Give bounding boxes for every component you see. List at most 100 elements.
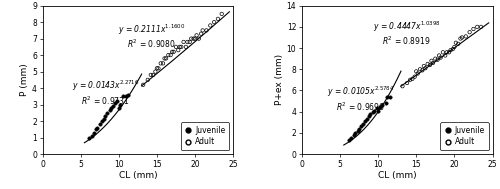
Point	[365, 114, 373, 117]
Point	[378, 104, 386, 107]
Point	[187, 37, 195, 40]
Point	[206, 24, 214, 27]
Text: y = 0.0143x$^{2.2716}$: y = 0.0143x$^{2.2716}$	[72, 79, 139, 93]
Point	[174, 49, 182, 52]
Point	[434, 58, 442, 61]
Point	[432, 57, 440, 60]
Point	[442, 51, 450, 54]
Point	[348, 137, 356, 140]
Point	[454, 42, 462, 45]
Point	[90, 131, 98, 134]
Point	[195, 37, 203, 40]
Point	[410, 75, 418, 78]
Point	[198, 29, 206, 32]
Point	[370, 109, 378, 112]
Point	[446, 49, 454, 52]
Point	[366, 112, 374, 115]
Point	[372, 107, 380, 110]
Point	[452, 41, 460, 44]
Legend: Juvenile, Adult: Juvenile, Adult	[181, 122, 230, 150]
Point	[111, 101, 119, 105]
X-axis label: CL (mm): CL (mm)	[118, 171, 157, 180]
Point	[166, 54, 174, 57]
Point	[176, 45, 184, 48]
Point	[147, 73, 155, 76]
Point	[428, 59, 436, 62]
Point	[94, 126, 102, 129]
Point	[412, 70, 420, 73]
Point	[154, 67, 162, 70]
Point	[450, 46, 458, 49]
Point	[374, 109, 382, 112]
Point	[359, 123, 367, 126]
Point	[456, 37, 464, 40]
Point	[197, 32, 205, 35]
Point	[172, 45, 180, 48]
Point	[92, 128, 100, 131]
Point	[116, 103, 124, 106]
Point	[170, 50, 177, 53]
Point	[355, 127, 363, 130]
Point	[85, 136, 93, 139]
Point	[186, 40, 194, 43]
Point	[466, 31, 473, 34]
Point	[362, 118, 370, 121]
Point	[202, 29, 210, 32]
Point	[178, 45, 186, 48]
Point	[426, 64, 434, 67]
Point	[191, 37, 199, 40]
Point	[408, 77, 416, 80]
Point	[477, 25, 485, 28]
Y-axis label: P (mm): P (mm)	[20, 64, 30, 96]
Point	[414, 72, 422, 75]
Point	[100, 118, 108, 121]
Point	[149, 73, 157, 76]
Point	[139, 83, 147, 86]
Text: y = 0.0105x$^{2.5784}$: y = 0.0105x$^{2.5784}$	[328, 84, 394, 99]
Point	[190, 37, 198, 40]
Point	[398, 85, 406, 88]
Point	[88, 134, 96, 137]
Point	[159, 62, 167, 65]
Point	[406, 78, 414, 81]
Point	[98, 120, 106, 123]
Point	[358, 125, 366, 128]
Point	[416, 68, 424, 71]
Point	[184, 40, 192, 43]
Point	[162, 57, 170, 60]
Point	[218, 12, 226, 15]
Point	[435, 54, 443, 57]
Point	[354, 129, 362, 132]
Point	[110, 105, 118, 108]
Point	[153, 67, 161, 70]
Point	[439, 51, 447, 54]
Point	[122, 95, 130, 98]
Point	[182, 45, 190, 48]
Point	[424, 62, 432, 65]
Point	[156, 62, 164, 65]
Point	[107, 106, 115, 109]
Text: $R^2$ = 0.8919: $R^2$ = 0.8919	[382, 35, 431, 47]
Point	[351, 131, 359, 134]
Point	[462, 35, 470, 38]
Point	[144, 78, 152, 81]
Point	[361, 120, 369, 123]
Point	[382, 102, 390, 105]
Point	[106, 108, 114, 111]
Text: y = 0.4447x$^{1.0398}$: y = 0.4447x$^{1.0398}$	[373, 19, 440, 34]
Point	[115, 106, 123, 109]
Point	[386, 95, 394, 98]
Text: y = 0.2111x$^{1.1600}$: y = 0.2111x$^{1.1600}$	[118, 22, 185, 37]
Text: $R^2$ = 0.9696: $R^2$ = 0.9696	[336, 100, 386, 113]
Point	[164, 54, 172, 57]
Point	[376, 106, 384, 109]
Point	[160, 57, 168, 60]
Point	[101, 115, 109, 118]
Y-axis label: P+ex (mm): P+ex (mm)	[275, 54, 284, 105]
Point	[210, 21, 218, 24]
Point	[420, 65, 428, 68]
Point	[383, 95, 391, 98]
Point	[458, 36, 466, 39]
Legend: Juvenile, Adult: Juvenile, Adult	[440, 122, 488, 150]
Point	[422, 67, 430, 70]
